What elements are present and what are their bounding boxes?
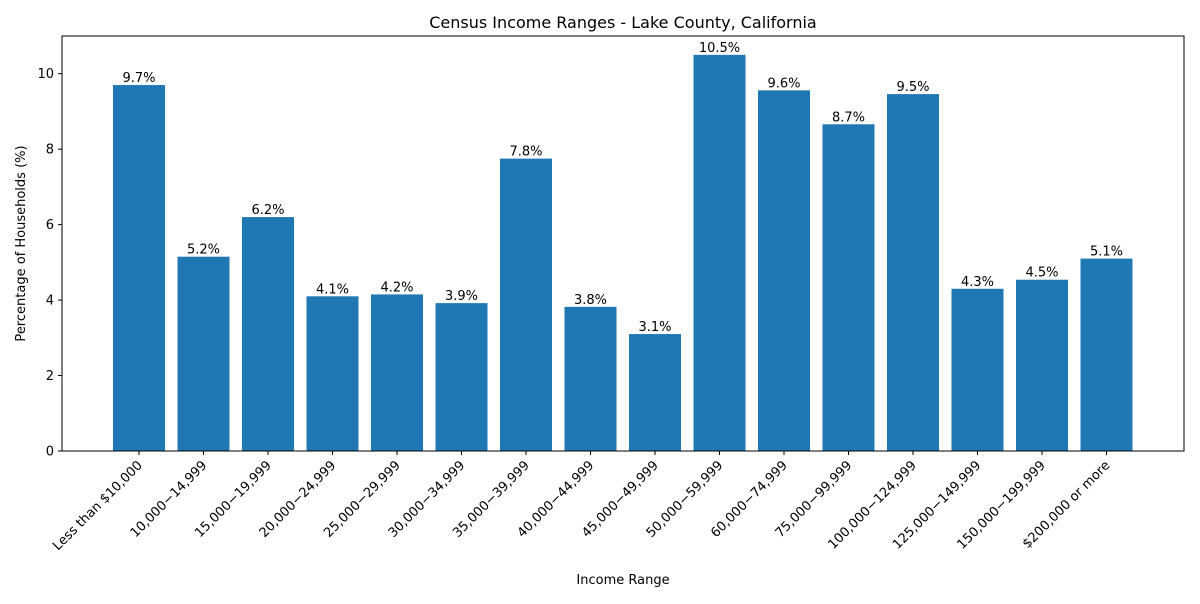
bar bbox=[629, 334, 681, 451]
bar bbox=[435, 303, 488, 451]
bar-value-label: 6.2% bbox=[251, 203, 284, 218]
plot-frame bbox=[61, 35, 1185, 452]
bar-value-label: 4.2% bbox=[380, 280, 413, 295]
bar-value-label: 7.8% bbox=[509, 145, 542, 160]
x-axis: Less than $10,00010,000−14,99915,000−19,… bbox=[50, 451, 1113, 554]
bar bbox=[500, 158, 552, 452]
bar-value-label: 3.1% bbox=[638, 320, 671, 335]
bar-value-label: 5.1% bbox=[1090, 245, 1123, 260]
x-axis-label: Income Range bbox=[576, 573, 669, 588]
bar bbox=[822, 124, 875, 451]
bar-value-label: 9.7% bbox=[122, 71, 155, 86]
bar-value-label: 8.7% bbox=[832, 110, 865, 125]
chart-title: Census Income Ranges - Lake County, Cali… bbox=[429, 13, 816, 32]
bar bbox=[1080, 258, 1133, 451]
y-axis: 0 2 4 6 8 10 bbox=[37, 67, 62, 460]
x-tick-label: Less than $10,000 bbox=[50, 458, 146, 554]
bar-value-label: 4.5% bbox=[1025, 266, 1058, 281]
bar bbox=[371, 294, 423, 451]
bar bbox=[113, 85, 165, 452]
data-labels-layer: 9.7% 5.2% 6.2% 4.1% 4.2% 3.9% 7.8% 3.8% 3.1% 10.5… bbox=[122, 41, 1123, 335]
bar bbox=[887, 94, 939, 451]
bar-value-label: 5.2% bbox=[187, 243, 220, 258]
bar-value-label: 9.6% bbox=[767, 76, 800, 91]
bar bbox=[177, 256, 230, 451]
bar bbox=[693, 54, 746, 452]
bar-value-label: 3.9% bbox=[445, 289, 478, 304]
y-tick-label: 2 bbox=[46, 369, 54, 384]
bar bbox=[306, 296, 359, 451]
bar-value-label: 10.5% bbox=[699, 41, 740, 56]
bars-layer bbox=[113, 54, 1133, 452]
y-tick-label: 8 bbox=[46, 143, 54, 158]
y-tick-label: 4 bbox=[46, 294, 54, 309]
bar-value-label: 4.1% bbox=[316, 282, 349, 297]
bar bbox=[564, 306, 617, 451]
bar-value-label: 9.5% bbox=[896, 80, 929, 95]
bar bbox=[1016, 279, 1068, 451]
bar bbox=[758, 90, 810, 451]
y-tick-label: 6 bbox=[46, 218, 54, 233]
y-axis-label: Percentage of Households (%) bbox=[14, 145, 29, 341]
y-tick-label: 0 bbox=[46, 445, 54, 460]
y-tick-label: 10 bbox=[37, 67, 54, 82]
bar bbox=[951, 288, 1004, 451]
bar-value-label: 3.8% bbox=[574, 293, 607, 308]
bar bbox=[242, 217, 294, 451]
bar-value-label: 4.3% bbox=[961, 275, 994, 290]
